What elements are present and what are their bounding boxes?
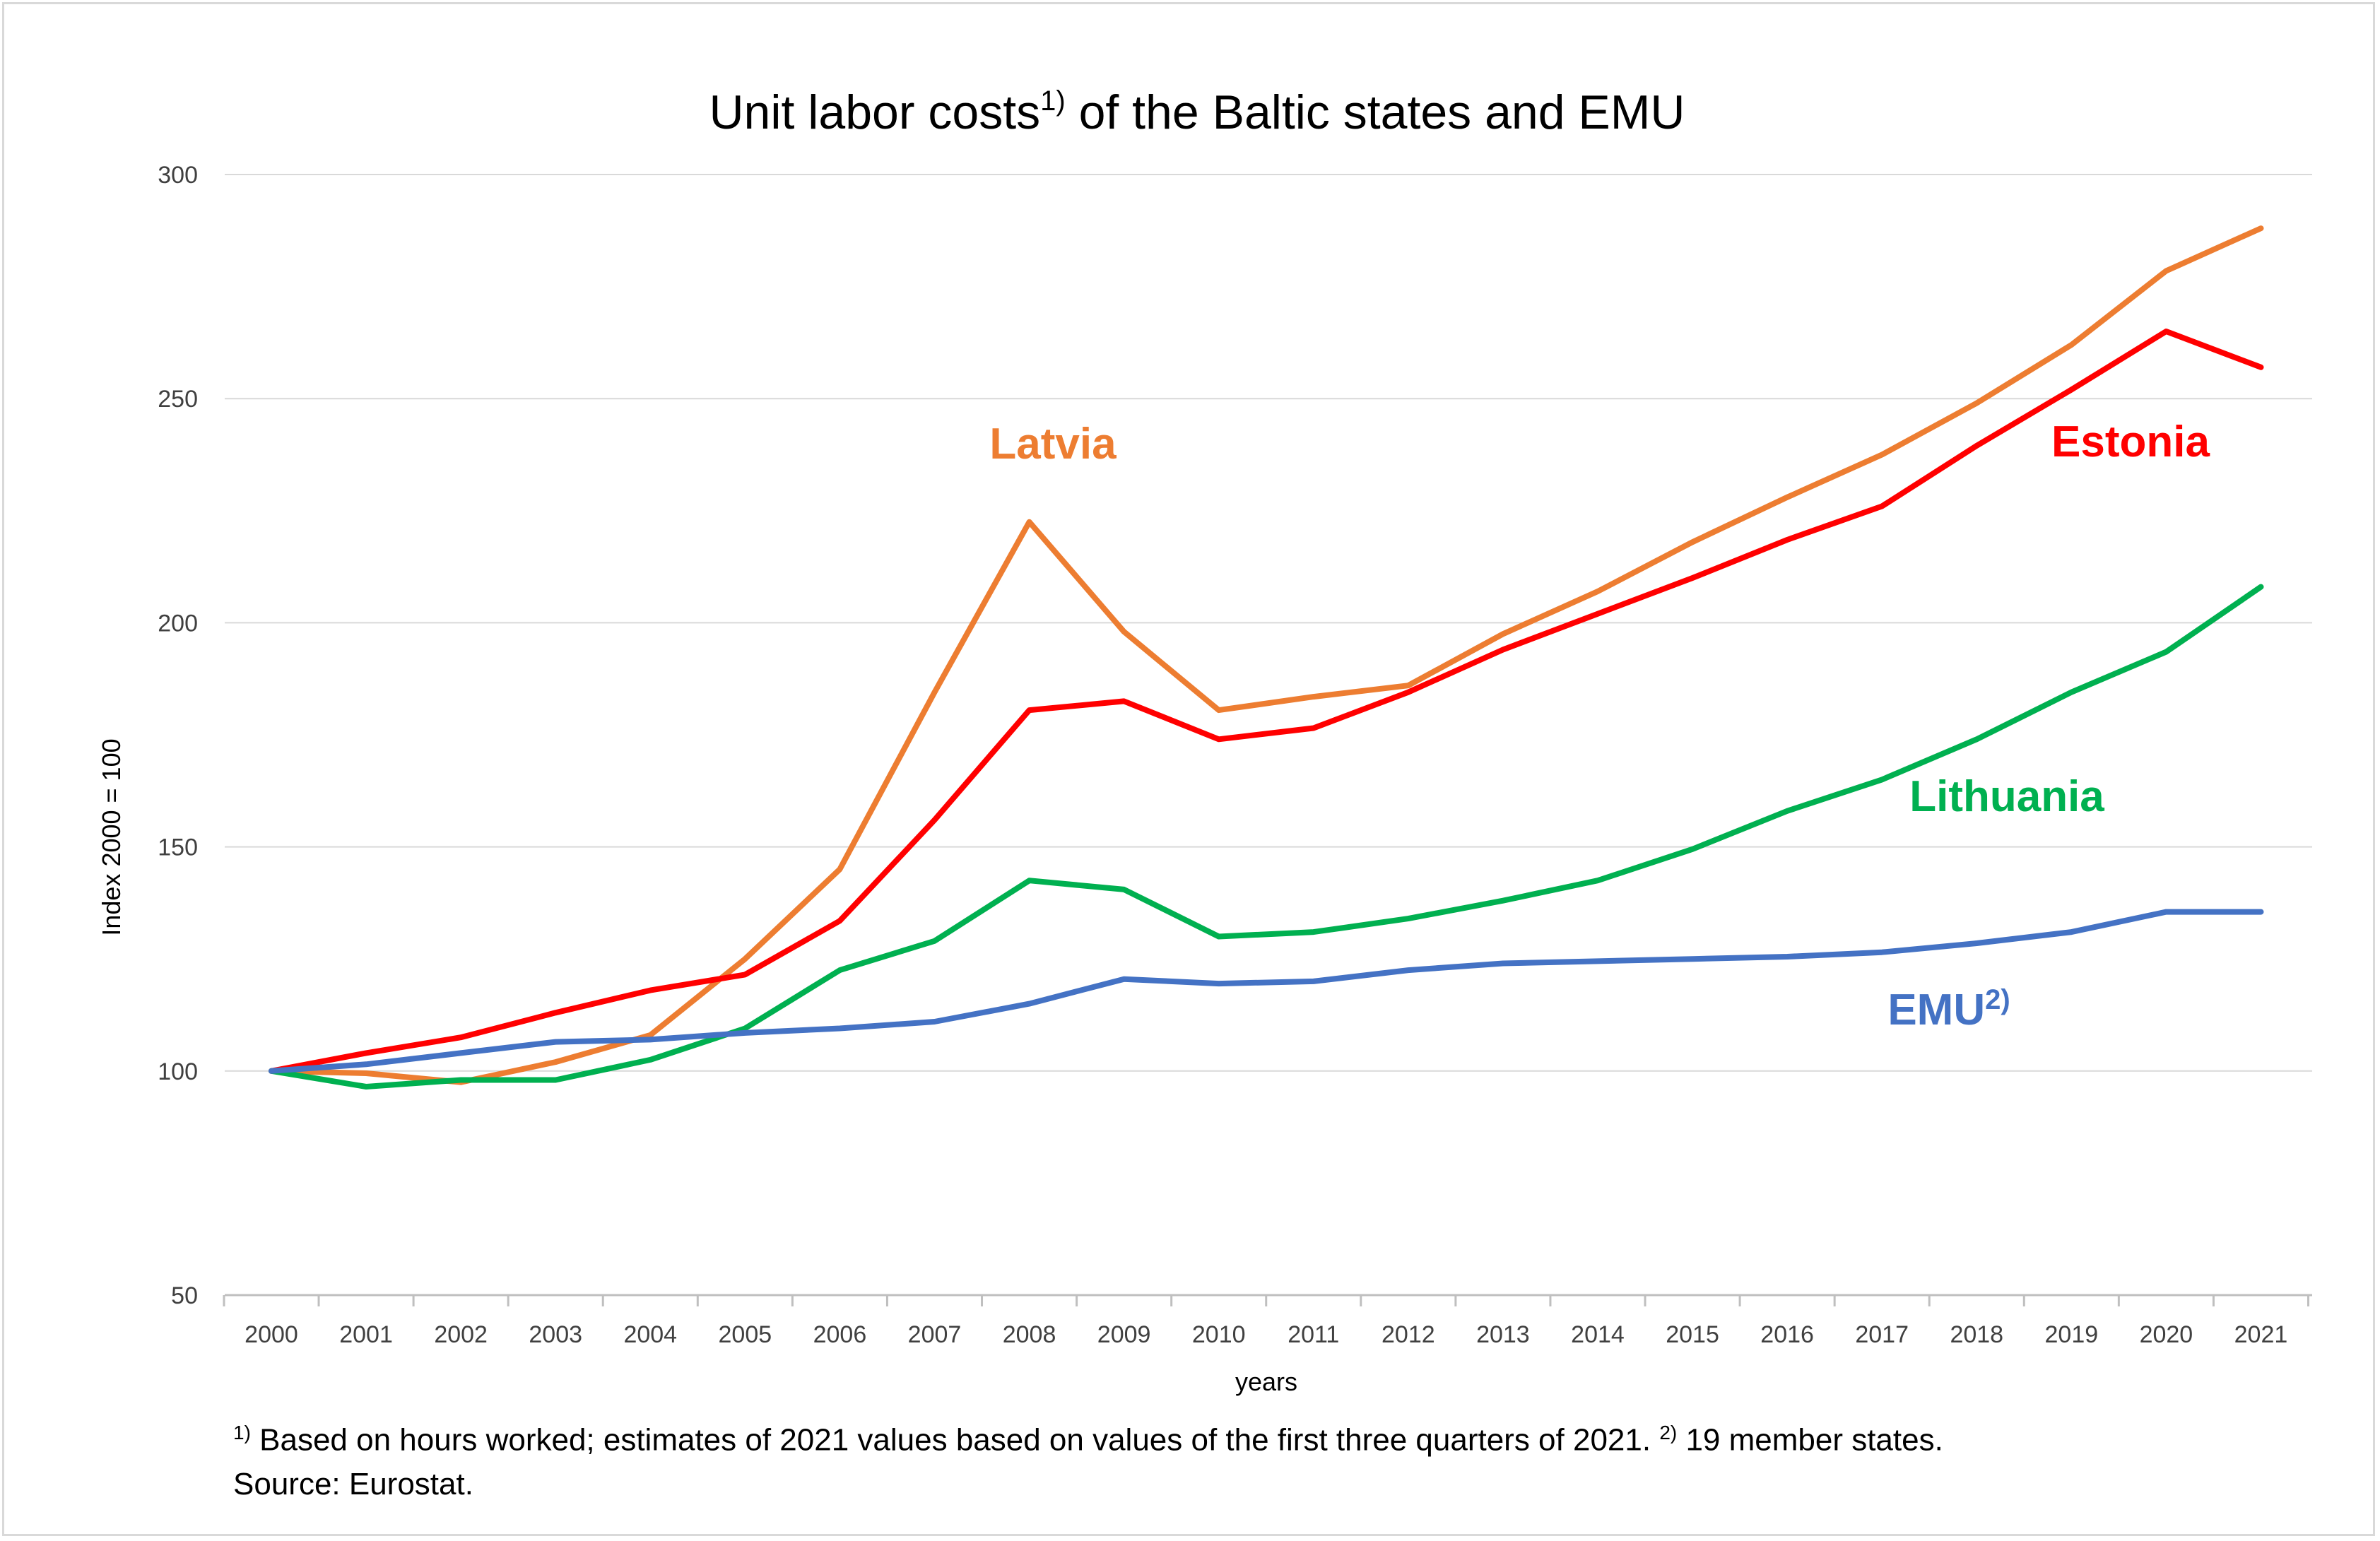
y-tick-label: 50 bbox=[171, 1282, 198, 1309]
x-tick-label: 2001 bbox=[339, 1321, 393, 1348]
series-label-name: Latvia bbox=[989, 420, 1117, 468]
x-tick-label: 2010 bbox=[1192, 1321, 1246, 1348]
footnote-line-1: 1) Based on hours worked; estimates of 2… bbox=[233, 1422, 1943, 1458]
x-tick-label: 2016 bbox=[1760, 1321, 1814, 1348]
y-tick-label: 200 bbox=[158, 610, 198, 637]
x-tick-label: 2011 bbox=[1288, 1321, 1339, 1348]
x-tick-label: 2005 bbox=[719, 1321, 772, 1348]
series-label-name: EMU bbox=[1887, 986, 1985, 1034]
footnote-2-text: 19 member states. bbox=[1677, 1422, 1943, 1458]
source-note: Source: Eurostat. bbox=[233, 1467, 473, 1501]
chart-title: Unit labor costs1) of the Baltic states … bbox=[709, 85, 1685, 139]
x-axis-title: years bbox=[1235, 1367, 1297, 1396]
x-tick-label: 2008 bbox=[1003, 1321, 1056, 1348]
series-lines bbox=[269, 225, 2264, 1090]
x-tick-label: 2021 bbox=[2234, 1321, 2288, 1348]
chart-title-main: Unit labor costs bbox=[709, 85, 1040, 139]
series-labels: Latvia Estonia Lithuania EMU2) bbox=[989, 418, 2210, 1034]
x-axis: 2000 2001 2002 2003 2004 2005 2006 2007 2008 2009… bbox=[223, 1294, 2312, 1348]
x-tick-label: 2004 bbox=[623, 1321, 677, 1348]
x-tick-label: 2003 bbox=[529, 1321, 582, 1348]
footnote-1-text: Based on hours worked; estimates of 2021… bbox=[250, 1422, 1660, 1458]
x-tick-label: 2002 bbox=[434, 1321, 488, 1348]
series-label-superscript: 2) bbox=[1985, 984, 2010, 1015]
x-tick-label: 2007 bbox=[908, 1321, 962, 1348]
series-line-estonia bbox=[269, 329, 2264, 1074]
x-tick-label: 2020 bbox=[2140, 1321, 2193, 1348]
y-tick-label: 250 bbox=[158, 386, 198, 413]
series-line-lithuania bbox=[269, 584, 2264, 1090]
series-label-latvia: Latvia bbox=[989, 420, 1117, 468]
footnote-1-marker: 1) bbox=[233, 1422, 251, 1443]
y-tick-label: 300 bbox=[158, 162, 198, 189]
series-label-estonia: Estonia bbox=[2051, 418, 2210, 466]
x-tick-label: 2009 bbox=[1097, 1321, 1151, 1348]
series-label-name: Estonia bbox=[2051, 418, 2210, 466]
x-tick-label: 2012 bbox=[1382, 1321, 1435, 1348]
x-tick-label: 2017 bbox=[1855, 1321, 1909, 1348]
x-tick-label: 2006 bbox=[813, 1321, 867, 1348]
footnote-2-marker: 2) bbox=[1659, 1422, 1678, 1443]
x-tick-label: 2014 bbox=[1571, 1321, 1625, 1348]
x-tick-label: 2018 bbox=[1950, 1321, 2003, 1348]
series-line-emu bbox=[269, 909, 2264, 1074]
y-axis-title: Index 2000 = 100 bbox=[97, 738, 126, 935]
gridlines bbox=[225, 174, 2312, 1072]
x-tick-label: 2013 bbox=[1476, 1321, 1530, 1348]
series-label-emu: EMU2) bbox=[1887, 984, 2010, 1034]
series-label-name: Lithuania bbox=[1909, 772, 2104, 821]
x-tick-label: 2000 bbox=[245, 1321, 298, 1348]
series-label-lithuania: Lithuania bbox=[1909, 772, 2104, 821]
y-tick-label: 150 bbox=[158, 834, 198, 861]
y-tick-label: 100 bbox=[158, 1058, 198, 1085]
x-tick-label: 2019 bbox=[2045, 1321, 2099, 1348]
x-tick-label: 2015 bbox=[1666, 1321, 1719, 1348]
series-line-latvia bbox=[269, 225, 2264, 1085]
chart-title-suffix: of the Baltic states and EMU bbox=[1066, 85, 1685, 139]
y-axis: 50 100 150 200 250 300 bbox=[158, 162, 198, 1309]
chart-title-superscript: 1) bbox=[1040, 85, 1066, 117]
